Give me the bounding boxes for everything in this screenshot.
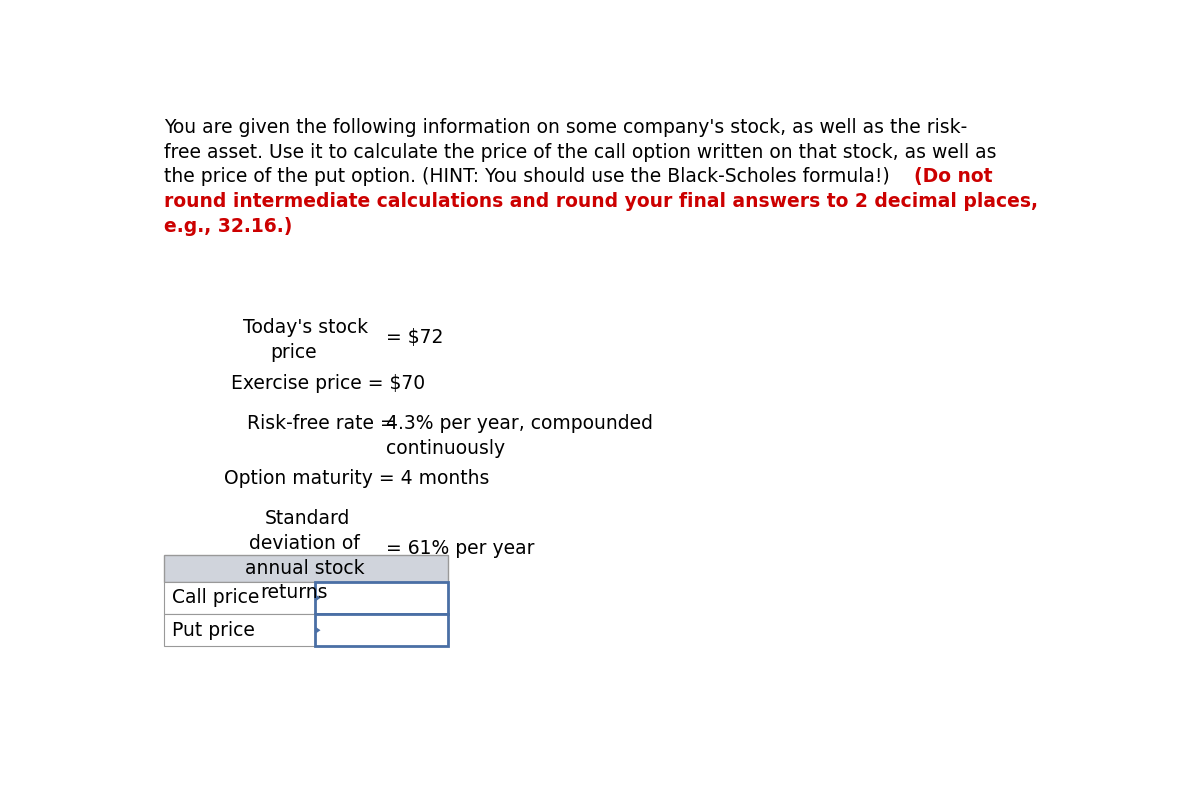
Text: the price of the put option. (HINT: You should use the Black-Scholes formula!): the price of the put option. (HINT: You … [164,167,895,186]
Bar [164,555,449,582]
Text: You are given the following information on some company's stock, as well as the : You are given the following information … [164,118,967,138]
Text: free asset. Use it to calculate the price of the call option written on that sto: free asset. Use it to calculate the pric… [164,143,996,162]
Text: 4.3% per year, compounded: 4.3% per year, compounded [386,414,653,433]
Polygon shape [316,594,320,601]
Text: returns: returns [260,583,328,602]
Bar [164,582,316,614]
Text: Call price: Call price [172,589,259,608]
Text: continuously: continuously [386,439,505,457]
Text: Put price: Put price [172,621,254,640]
Bar [316,582,449,614]
Text: price: price [270,343,317,362]
Text: Standard: Standard [265,509,350,528]
Text: = $72: = $72 [386,329,444,347]
Text: e.g., 32.16.): e.g., 32.16.) [164,217,293,236]
Text: Exercise price = $70: Exercise price = $70 [232,374,426,393]
Text: annual stock: annual stock [245,559,365,578]
Text: round intermediate calculations and round your final answers to 2 decimal places: round intermediate calculations and roun… [164,192,1038,211]
Text: = 61% per year: = 61% per year [386,538,535,557]
Polygon shape [316,626,320,634]
Bar [316,614,449,646]
Text: Risk-free rate =: Risk-free rate = [247,414,396,433]
Text: Today's stock: Today's stock [242,318,368,337]
Text: Option maturity = 4 months: Option maturity = 4 months [223,469,490,488]
Text: deviation of: deviation of [250,534,360,553]
Bar [164,614,316,646]
Text: (Do not: (Do not [914,167,992,186]
